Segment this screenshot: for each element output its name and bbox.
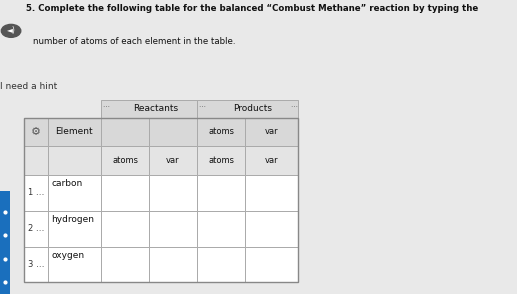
Text: Reactants: Reactants bbox=[133, 104, 178, 113]
Text: …: … bbox=[102, 102, 109, 108]
Bar bbox=[48, 146, 101, 175]
Text: …: … bbox=[198, 102, 205, 108]
Bar bbox=[101, 118, 149, 146]
Text: 3 …: 3 … bbox=[28, 260, 44, 269]
Text: 2 …: 2 … bbox=[28, 224, 44, 233]
Bar bbox=[197, 100, 298, 118]
Bar bbox=[245, 118, 298, 146]
Bar bbox=[149, 118, 197, 146]
Text: I need a hint: I need a hint bbox=[0, 82, 57, 91]
Text: atoms: atoms bbox=[208, 127, 234, 136]
Bar bbox=[24, 175, 48, 211]
Bar bbox=[101, 146, 149, 175]
Text: var: var bbox=[265, 156, 279, 165]
Bar bbox=[245, 146, 298, 175]
Bar bbox=[24, 211, 48, 246]
Bar bbox=[197, 118, 245, 146]
Text: var: var bbox=[166, 156, 180, 165]
Text: atoms: atoms bbox=[112, 156, 138, 165]
Text: Products: Products bbox=[233, 104, 271, 113]
Bar bbox=[24, 146, 48, 175]
Bar bbox=[101, 100, 197, 118]
Text: 5. Complete the following table for the balanced “Combust Methane” reaction by t: 5. Complete the following table for the … bbox=[26, 4, 478, 14]
Bar bbox=[0, 191, 10, 294]
Text: number of atoms of each element in the table.: number of atoms of each element in the t… bbox=[33, 37, 236, 46]
Text: ⚙: ⚙ bbox=[31, 127, 41, 137]
Text: Element: Element bbox=[55, 127, 93, 136]
Text: var: var bbox=[265, 127, 279, 136]
Text: 1 …: 1 … bbox=[28, 188, 44, 197]
Text: …: … bbox=[291, 102, 298, 108]
Bar bbox=[24, 246, 48, 283]
Text: ◄): ◄) bbox=[7, 26, 16, 35]
Text: oxygen: oxygen bbox=[51, 251, 84, 260]
Bar bbox=[197, 146, 245, 175]
Text: atoms: atoms bbox=[208, 156, 234, 165]
Circle shape bbox=[2, 24, 21, 37]
Text: carbon: carbon bbox=[51, 179, 82, 188]
Bar bbox=[48, 118, 101, 146]
Text: hydrogen: hydrogen bbox=[51, 215, 94, 224]
Bar bbox=[149, 146, 197, 175]
Bar bbox=[24, 118, 48, 146]
